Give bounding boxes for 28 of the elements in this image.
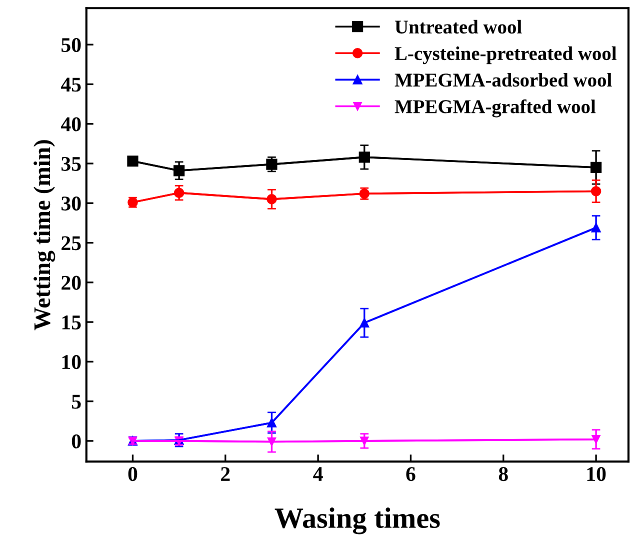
y-tick-label: 25 [62, 236, 81, 250]
y-axis-title: Wetting time (min) [34, 140, 56, 330]
x-tick-label: 4 [313, 467, 323, 481]
y-tick-label: 30 [61, 196, 81, 211]
x-tick-label: 8 [498, 467, 508, 482]
legend-label: L-cysteine-pretreated wool [394, 46, 616, 64]
x-tick-label: 10 [587, 467, 606, 482]
point [127, 156, 138, 167]
point [591, 222, 601, 232]
y-tick-label: 20 [62, 276, 81, 290]
y-tick-label: 5 [72, 394, 81, 409]
legend-label: MPEGMA-adsorbed wool [394, 72, 612, 87]
x-tick-label: 6 [406, 467, 416, 482]
point [592, 435, 600, 444]
y-tick-label: 50 [62, 38, 81, 52]
point [590, 162, 602, 174]
legend-label: MPEGMA-grafted wool [394, 99, 596, 118]
x-axis-title: Wasing times [274, 508, 440, 534]
y-tick-label: 40 [60, 117, 81, 132]
y-tick-label: 10 [62, 355, 81, 370]
y-tick-label: 35 [61, 156, 81, 171]
x-tick-label: 2 [221, 467, 230, 481]
legend-label: Untreated wool [394, 20, 522, 34]
y-tick-label: 45 [60, 78, 81, 92]
y-tick-label: 15 [62, 316, 81, 330]
point [266, 158, 278, 170]
y-tick-label: 0 [72, 434, 81, 448]
x-tick-label: 0 [128, 467, 138, 482]
